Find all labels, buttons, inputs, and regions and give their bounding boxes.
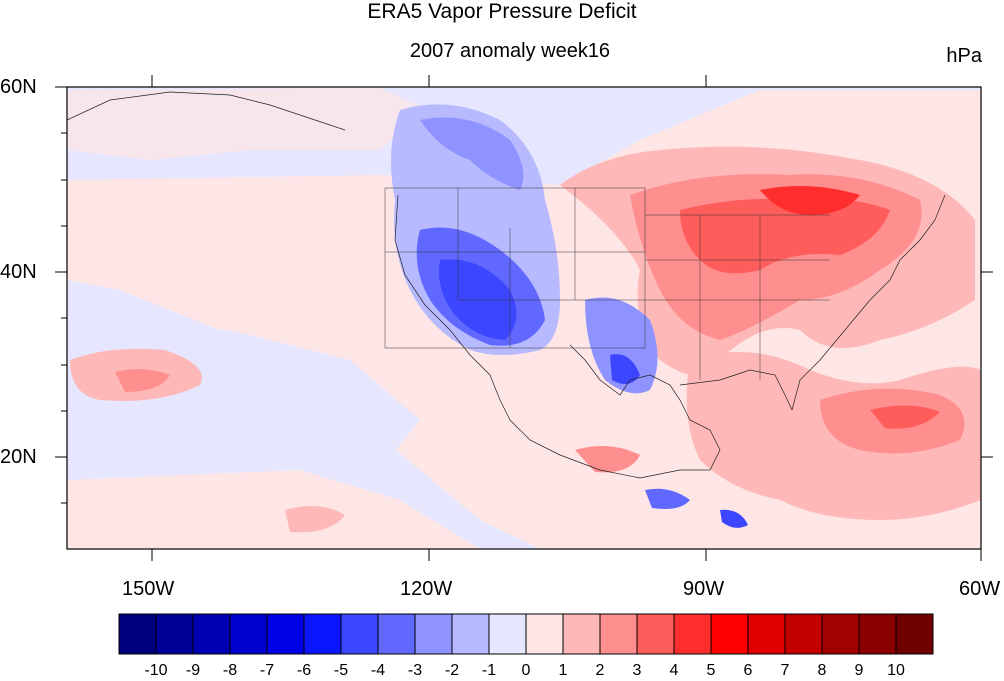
colorbar-box xyxy=(155,613,194,655)
chart-subtitle: 2007 anomaly week16 xyxy=(409,40,611,62)
north-rockies-blue xyxy=(420,117,524,190)
colorbar-tick-label: -1 xyxy=(481,662,497,679)
colorbar-box xyxy=(525,613,564,655)
colorbar xyxy=(118,613,934,655)
light-pink-south xyxy=(67,470,480,549)
great-lakes-hotspot xyxy=(760,186,860,215)
colorbar-box xyxy=(784,613,823,655)
colorbar-tick-label: -5 xyxy=(333,662,349,679)
colorbar-box xyxy=(229,613,268,655)
colorbar-box xyxy=(710,613,749,655)
mexico-pink xyxy=(575,446,640,473)
colorbar-tick-label: -2 xyxy=(444,662,460,679)
lon-label-90w: 90W xyxy=(683,578,725,600)
colorbar-box xyxy=(414,613,453,655)
chart-title: ERA5 Vapor Pressure Deficit xyxy=(367,0,637,23)
colorbar-tick-label: -10 xyxy=(144,662,168,679)
colorbar-box xyxy=(562,613,601,655)
colorbar-tick-label: -3 xyxy=(407,662,423,679)
colorbar-tick-label: 10 xyxy=(887,662,905,679)
texas-deepblue xyxy=(610,354,640,384)
pacific-anomaly-red xyxy=(115,369,170,392)
colorbar-tick-label: -9 xyxy=(185,662,201,679)
colorbar-box xyxy=(821,613,860,655)
colorbar-box xyxy=(673,613,712,655)
light-pink-north xyxy=(67,88,430,160)
colorbar-tick-label: 7 xyxy=(780,662,790,679)
colorbar-box xyxy=(377,613,416,655)
colorbar-box xyxy=(451,613,490,655)
colorbar-tick-label: 4 xyxy=(669,662,679,679)
colorbar-box xyxy=(636,613,675,655)
colorbar-box xyxy=(192,613,231,655)
colorbar-box xyxy=(118,613,157,655)
coastlines xyxy=(67,91,946,479)
atlantic-red xyxy=(870,405,940,429)
colorbar-tick-label: 3 xyxy=(632,662,642,679)
colorbar-tick-label: -8 xyxy=(222,662,238,679)
lon-label-60w: 60W xyxy=(959,578,1001,600)
colorbar-tick-label: 1 xyxy=(558,662,568,679)
colorbar-box xyxy=(599,613,638,655)
lat-label-20n: 20N xyxy=(0,446,37,468)
colorbar-box xyxy=(747,613,786,655)
map-contour-field xyxy=(67,87,981,549)
colorbar-box xyxy=(858,613,897,655)
state-borders xyxy=(384,187,830,380)
colorbar-tick-label: -4 xyxy=(370,662,386,679)
pacific-south-pink xyxy=(285,506,345,533)
southwest-deepblue xyxy=(439,259,517,340)
colorbar-tick-label: -6 xyxy=(296,662,312,679)
eastern-us-red xyxy=(680,198,890,274)
lat-label-40n: 40N xyxy=(0,261,37,283)
lat-label-60n: 60N xyxy=(0,76,37,98)
central-america-blue xyxy=(645,488,690,509)
colorbar-tick-label: -7 xyxy=(259,662,275,679)
colorbar-box xyxy=(895,613,934,655)
colorbar-tick-label: 2 xyxy=(595,662,605,679)
lon-label-120w: 120W xyxy=(400,578,453,600)
colorbar-tick-label: 0 xyxy=(521,662,531,679)
colorbar-box xyxy=(266,613,305,655)
colorbar-tick-label: 5 xyxy=(706,662,716,679)
colorbar-tick-label: 8 xyxy=(817,662,827,679)
axis-ticks xyxy=(55,75,993,561)
colorbar-box xyxy=(340,613,379,655)
lon-label-150w: 150W xyxy=(122,578,175,600)
texas-blue xyxy=(585,297,658,394)
central-america-deepblue xyxy=(720,509,748,528)
colorbar-box xyxy=(303,613,342,655)
colorbar-tick-label: 9 xyxy=(854,662,864,679)
colorbar-tick-label: 6 xyxy=(743,662,753,679)
units-label: hPa xyxy=(946,45,982,67)
colorbar-box xyxy=(488,613,527,655)
